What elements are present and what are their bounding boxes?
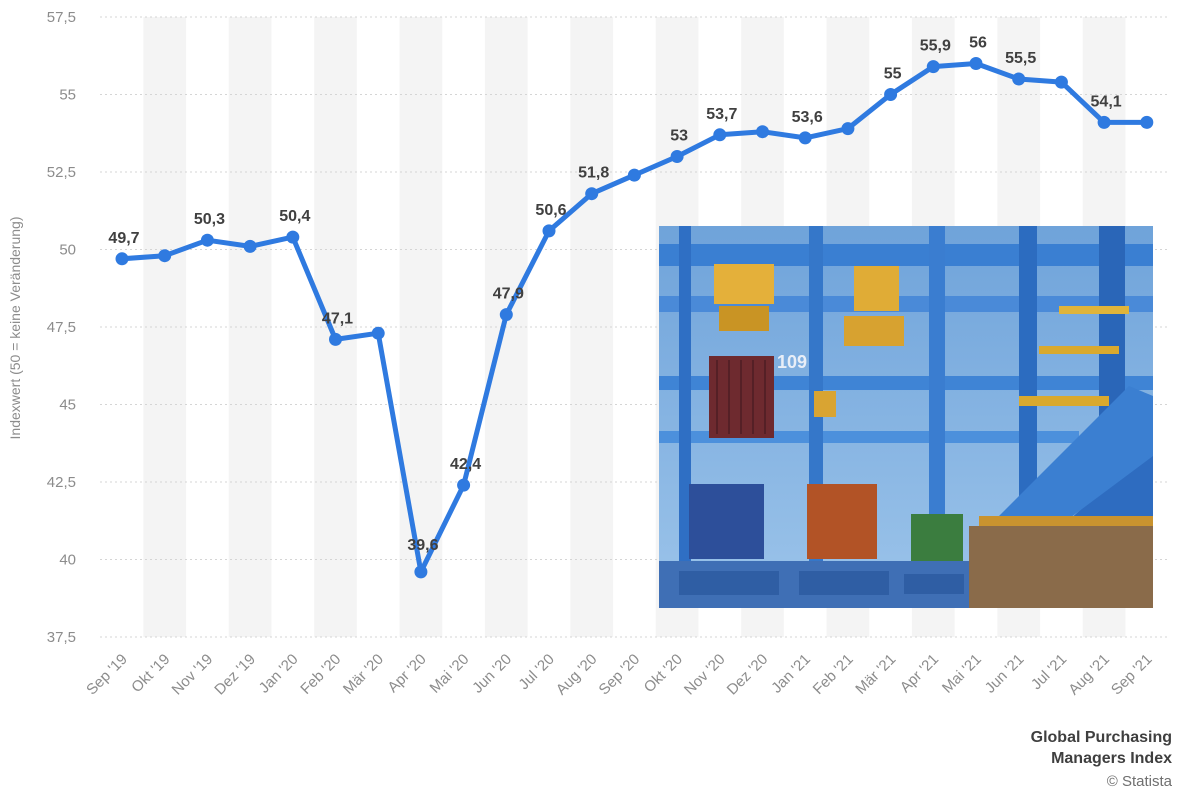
data-label: 50,6 (535, 202, 566, 219)
x-tick-label: Jun '21 (982, 651, 1028, 697)
x-tick-label: Dez '19 (211, 651, 259, 699)
x-tick-label: Okt '20 (641, 651, 686, 696)
x-tick-label: Jan '20 (256, 651, 302, 697)
data-label: 42,4 (450, 456, 481, 473)
x-tick-label: Jan '21 (768, 651, 814, 697)
chart-caption: Global Purchasing Managers Index (1031, 727, 1172, 769)
data-point (585, 187, 599, 201)
x-tick-label: Aug '20 (553, 651, 601, 699)
data-point (670, 150, 684, 163)
data-point (627, 168, 641, 182)
x-tick-label: Nov '20 (681, 651, 729, 699)
data-point (1097, 115, 1111, 129)
data-point (798, 131, 812, 145)
data-label: 51,8 (578, 165, 609, 182)
x-tick-label: Mär '20 (340, 651, 387, 698)
data-point (158, 249, 172, 263)
x-tick-label: Mai '20 (427, 651, 473, 697)
data-label: 56 (969, 35, 987, 52)
data-point (969, 57, 983, 70)
y-tick-label: 47,5 (47, 319, 76, 336)
data-point (371, 326, 385, 340)
x-tick-label: Feb '21 (810, 651, 857, 698)
data-point (841, 122, 855, 136)
data-point (414, 565, 428, 579)
container-port-photo: 109 (659, 226, 1153, 608)
data-label: 55 (884, 66, 902, 83)
x-tick-label: Apr '20 (384, 651, 429, 696)
data-point (200, 233, 214, 247)
x-tick-label: Nov '19 (169, 651, 217, 699)
y-tick-label: 42,5 (47, 474, 76, 491)
x-tick-label: Sep '19 (83, 651, 131, 699)
series-line-group (115, 57, 1154, 579)
data-point (499, 308, 513, 322)
x-tick-label: Jul '20 (515, 651, 557, 693)
column-band (143, 17, 187, 637)
x-tick-label: Jul '21 (1028, 651, 1070, 693)
data-labels: 49,7 50,3 50,4 47,1 39,6 42,4 47,9 50,6 51,8 53 53… (108, 35, 1121, 554)
data-label: 47,9 (493, 286, 524, 303)
y-tick-label: 45 (59, 397, 76, 414)
data-point (115, 252, 129, 266)
data-point (926, 60, 940, 74)
data-point (756, 125, 769, 139)
x-tick-label: Okt '19 (128, 651, 173, 696)
x-tick-label: Sep '21 (1108, 651, 1156, 699)
y-tick-label: 40 (59, 552, 76, 569)
data-label: 50,3 (194, 211, 225, 228)
data-point (457, 478, 471, 492)
data-label: 55,5 (1005, 50, 1036, 67)
data-label: 53,7 (706, 106, 737, 123)
y-tick-label: 57,5 (47, 9, 76, 26)
data-point (1012, 72, 1026, 86)
data-label: 53,6 (792, 109, 823, 126)
data-point (329, 332, 342, 346)
statista-credit[interactable]: © Statista (1106, 773, 1172, 790)
data-label: 55,9 (920, 38, 951, 55)
x-tick-label: Aug '21 (1065, 651, 1113, 699)
x-tick-label: Mai '21 (939, 651, 985, 697)
data-label: 47,1 (322, 310, 353, 327)
data-point (1054, 75, 1068, 89)
y-tick-label: 37,5 (47, 629, 76, 646)
data-point (286, 230, 300, 244)
data-point (1140, 115, 1154, 129)
y-tick-label: 50 (59, 242, 76, 259)
data-label: 49,7 (108, 230, 139, 247)
data-point (713, 128, 727, 142)
caption-line-1: Global Purchasing (1030, 729, 1172, 746)
data-point (884, 88, 898, 101)
data-label: 53 (670, 128, 688, 145)
x-tick-label: Mär '21 (852, 651, 899, 698)
x-tick-label: Apr '21 (897, 651, 942, 696)
x-tick-label: Sep '20 (596, 651, 644, 699)
x-tick-label: Dez '20 (724, 651, 772, 699)
data-point (243, 239, 257, 253)
y-axis-ticks: 37,5 40 42,5 45 47,5 50 52,5 55 57,5 (47, 9, 76, 646)
data-point (542, 224, 556, 238)
data-label: 54,1 (1091, 93, 1122, 110)
x-tick-label: Feb '20 (297, 651, 344, 698)
data-label: 50,4 (279, 208, 310, 225)
x-tick-label: Jun '20 (469, 651, 515, 697)
caption-line-2: Managers Index (1051, 750, 1172, 767)
y-tick-label: 55 (59, 87, 76, 104)
y-axis-label: Indexwert (50 = keine Veränderung) (7, 217, 23, 440)
y-tick-label: 52,5 (47, 164, 76, 181)
crane-number: 109 (777, 352, 807, 372)
data-label: 39,6 (407, 537, 438, 554)
